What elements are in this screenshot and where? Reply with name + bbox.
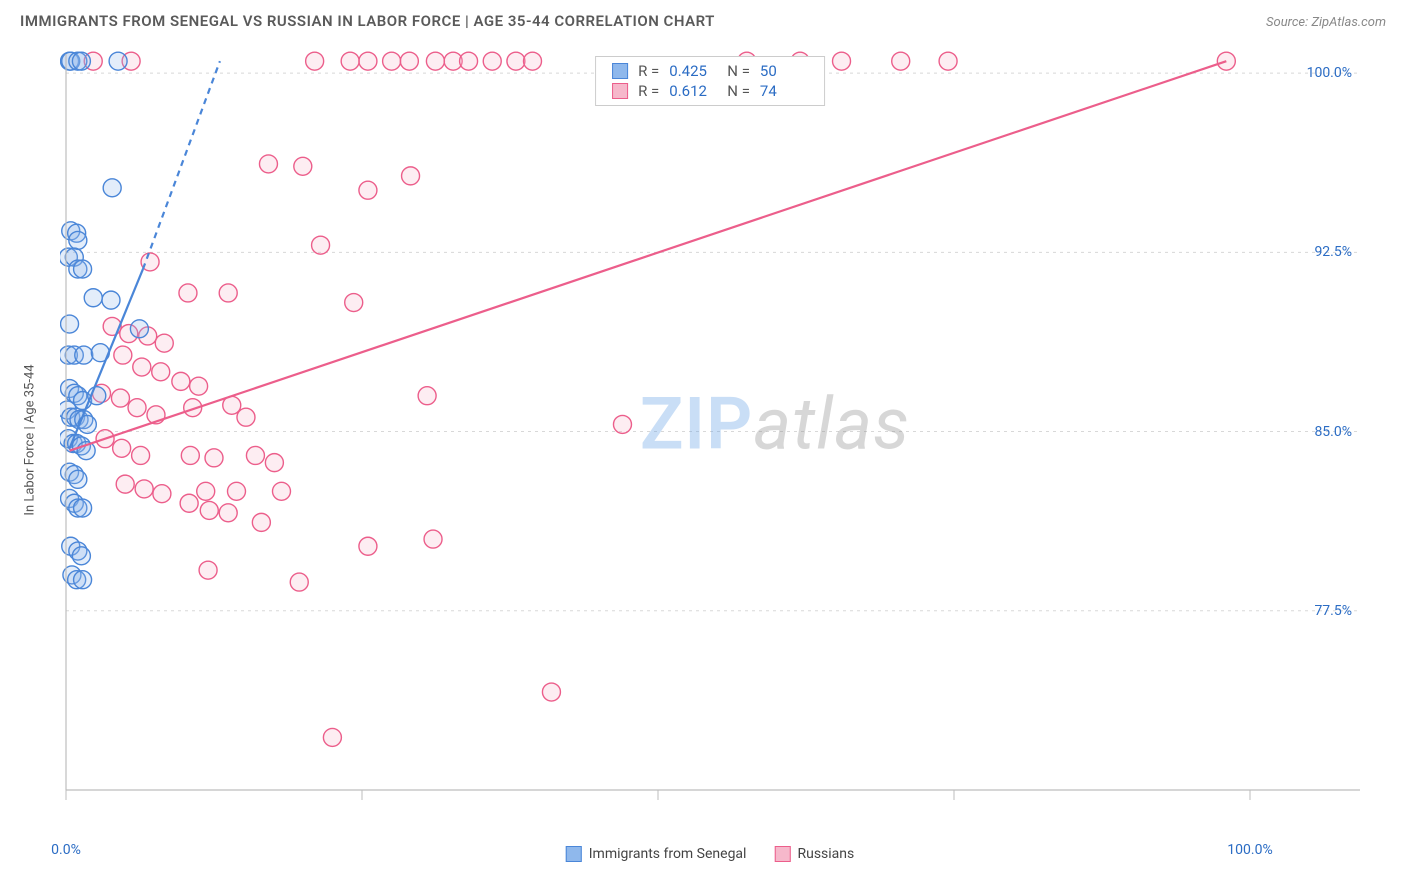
swatch-senegal — [566, 846, 582, 862]
correlation-row-russians: R = 0.612 N = 74 — [612, 81, 808, 101]
r-label: R = — [638, 82, 659, 100]
legend-item-russians: Russians — [774, 846, 854, 862]
r-label: R = — [638, 62, 659, 80]
n-label: N = — [727, 82, 750, 100]
scatter-plot-svg — [60, 50, 1360, 830]
y-tick-label: 92.5% — [1314, 244, 1352, 260]
y-tick-label: 77.5% — [1314, 603, 1352, 619]
n-value-russians: 74 — [760, 82, 808, 100]
r-value-russians: 0.612 — [669, 82, 717, 100]
chart-header: IMMIGRANTS FROM SENEGAL VS RUSSIAN IN LA… — [12, 12, 1394, 38]
chart-plot-area: In Labor Force | Age 35-44 ZIPatlas R = … — [60, 50, 1360, 830]
y-tick-label: 100.0% — [1307, 65, 1352, 81]
y-axis-label: In Labor Force | Age 35-44 — [23, 364, 38, 515]
correlation-legend: R = 0.425 N = 50 R = 0.612 N = 74 — [595, 56, 825, 106]
source-prefix: Source: — [1266, 15, 1311, 30]
swatch-russians — [774, 846, 790, 862]
chart-container: IMMIGRANTS FROM SENEGAL VS RUSSIAN IN LA… — [0, 0, 1406, 892]
legend-label-senegal: Immigrants from Senegal — [589, 846, 747, 862]
swatch-senegal — [612, 63, 628, 79]
legend-item-senegal: Immigrants from Senegal — [566, 846, 747, 862]
source-attribution: Source: ZipAtlas.com — [1266, 15, 1386, 30]
x-tick-label: 0.0% — [51, 842, 81, 858]
bottom-legend: Immigrants from Senegal Russians — [566, 846, 855, 862]
x-tick-label: 100.0% — [1227, 842, 1272, 858]
correlation-row-senegal: R = 0.425 N = 50 — [612, 61, 808, 81]
chart-title: IMMIGRANTS FROM SENEGAL VS RUSSIAN IN LA… — [20, 12, 715, 30]
source-name: ZipAtlas.com — [1311, 15, 1386, 30]
swatch-russians — [612, 83, 628, 99]
n-label: N = — [727, 62, 750, 80]
y-tick-label: 85.0% — [1314, 424, 1352, 440]
r-value-senegal: 0.425 — [669, 62, 717, 80]
legend-label-russians: Russians — [797, 846, 854, 862]
n-value-senegal: 50 — [760, 62, 808, 80]
